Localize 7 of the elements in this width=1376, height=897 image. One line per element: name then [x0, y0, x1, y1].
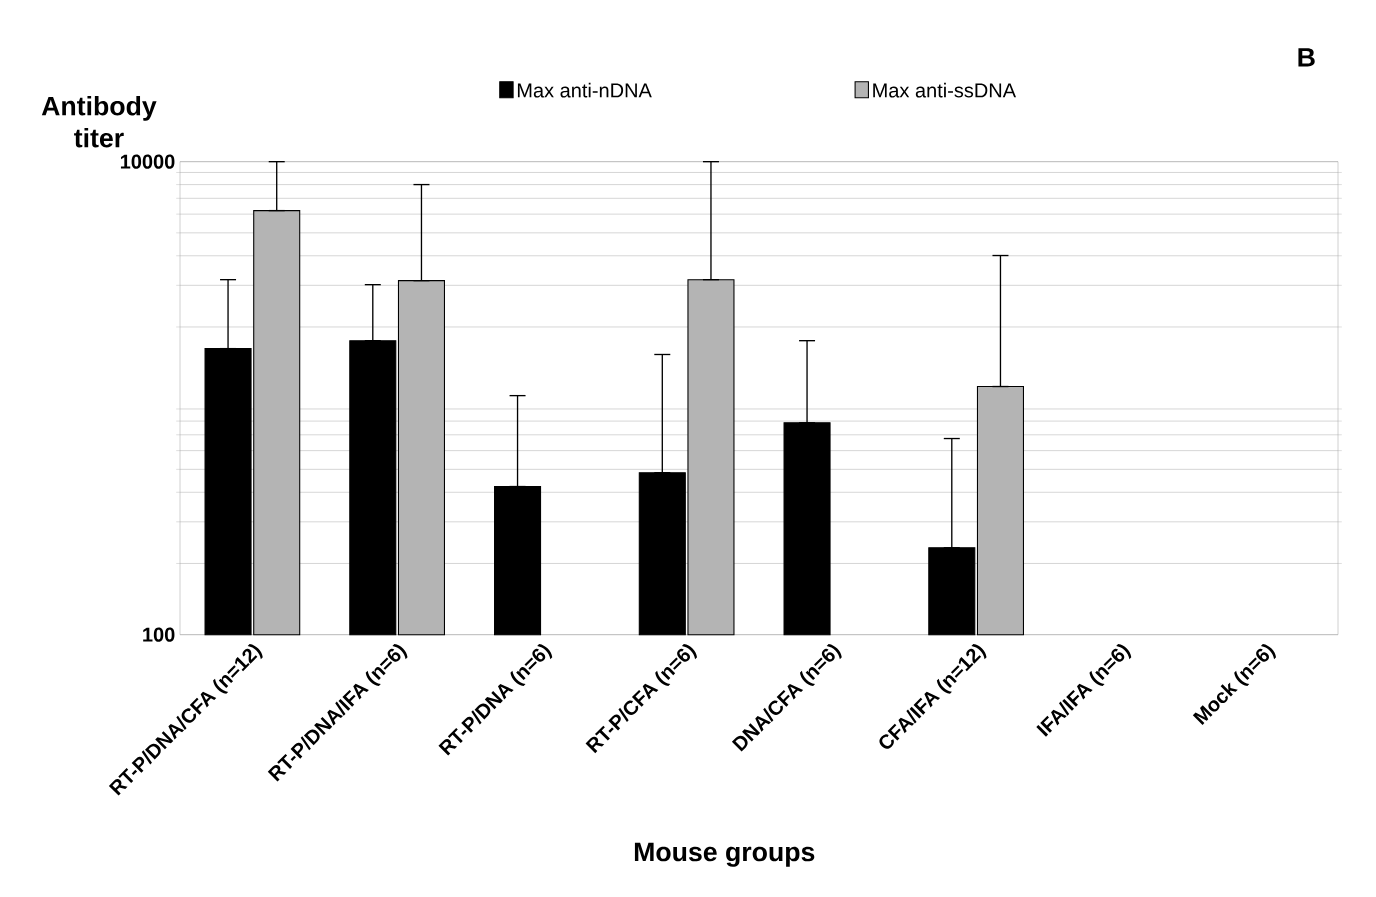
- y-tick-label: 10000: [120, 154, 175, 169]
- y-tick-label: 100: [143, 627, 175, 642]
- text: B: [1298, 48, 1315, 67]
- x-axis-title: Mouse groups: [634, 842, 815, 867]
- legend-label: Max anti-ssDNA: [873, 82, 1017, 98]
- y-axis-title: Antibody titer: [41, 95, 157, 148]
- legend-label: Max anti-nDNA: [517, 82, 652, 98]
